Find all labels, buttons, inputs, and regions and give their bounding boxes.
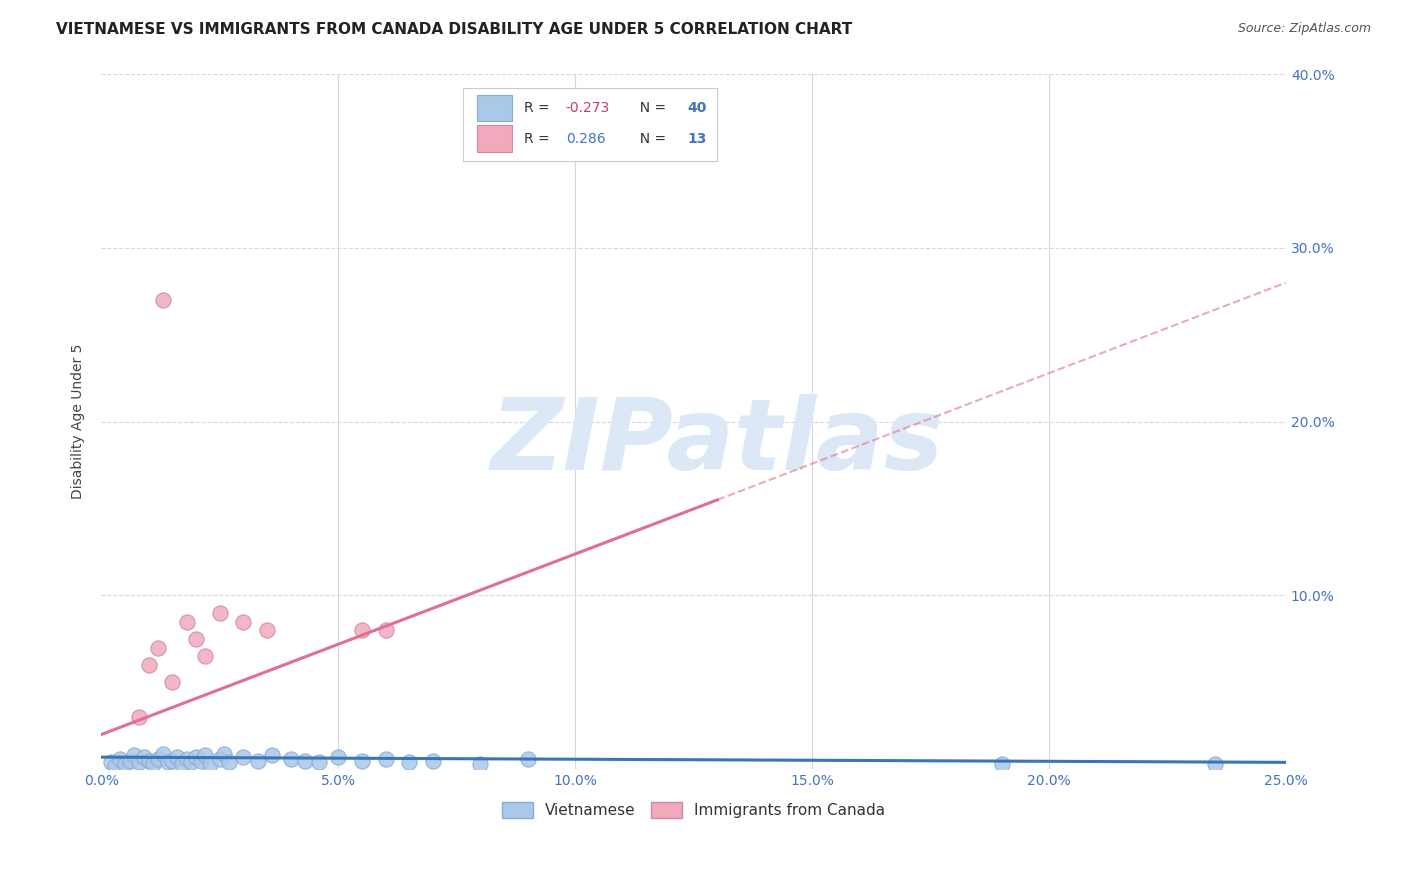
Point: [990, 757, 1012, 772]
Point: [200, 757, 222, 772]
Text: R =: R =: [524, 101, 554, 115]
Point: [208, 752, 231, 766]
Point: [190, 754, 212, 768]
Point: [128, 756, 150, 770]
Text: R =: R =: [524, 132, 554, 145]
Point: [128, 710, 150, 724]
Point: [118, 754, 141, 768]
Text: VIETNAMESE VS IMMIGRANTS FROM CANADA DISABILITY AGE UNDER 5 CORRELATION CHART: VIETNAMESE VS IMMIGRANTS FROM CANADA DIS…: [56, 22, 852, 37]
Point: [308, 756, 330, 770]
Point: [232, 750, 254, 764]
Point: [214, 747, 236, 761]
Point: [246, 754, 269, 768]
Point: [162, 675, 184, 690]
Bar: [477, 126, 512, 152]
Point: [142, 757, 165, 772]
Point: [124, 748, 146, 763]
Point: [184, 632, 207, 646]
Point: [328, 750, 350, 764]
Point: [132, 750, 155, 764]
Y-axis label: Disability Age Under 5: Disability Age Under 5: [72, 344, 86, 500]
Point: [152, 293, 174, 307]
Point: [260, 748, 283, 763]
Point: [162, 754, 184, 768]
FancyBboxPatch shape: [463, 88, 717, 161]
Point: [280, 752, 302, 766]
Text: 40: 40: [688, 101, 707, 115]
Point: [114, 757, 136, 772]
Text: N =: N =: [631, 132, 671, 145]
Point: [100, 756, 122, 770]
Point: [350, 754, 373, 768]
Point: [374, 752, 396, 766]
Legend: Vietnamese, Immigrants from Canada: Vietnamese, Immigrants from Canada: [496, 796, 891, 824]
Text: ZIPatlas: ZIPatlas: [491, 394, 943, 491]
Point: [138, 658, 160, 673]
Point: [176, 615, 198, 629]
Point: [1204, 757, 1226, 772]
Text: -0.273: -0.273: [565, 101, 610, 115]
Text: 0.286: 0.286: [565, 132, 606, 145]
Point: [170, 757, 193, 772]
Point: [156, 756, 179, 770]
Point: [152, 747, 174, 761]
Point: [176, 752, 198, 766]
Text: N =: N =: [631, 101, 671, 115]
Point: [208, 606, 231, 620]
Point: [218, 756, 240, 770]
Point: [470, 757, 492, 772]
Bar: [477, 95, 512, 121]
Point: [374, 624, 396, 638]
Point: [294, 754, 316, 768]
Point: [398, 756, 420, 770]
Point: [194, 649, 217, 664]
Point: [104, 759, 127, 773]
Point: [146, 752, 169, 766]
Point: [166, 750, 188, 764]
Point: [422, 754, 444, 768]
Point: [194, 748, 217, 763]
Point: [146, 640, 169, 655]
Point: [184, 750, 207, 764]
Point: [350, 624, 373, 638]
Point: [138, 754, 160, 768]
Point: [256, 624, 278, 638]
Text: Source: ZipAtlas.com: Source: ZipAtlas.com: [1237, 22, 1371, 36]
Text: 13: 13: [688, 132, 707, 145]
Point: [108, 752, 131, 766]
Point: [232, 615, 254, 629]
Point: [180, 756, 202, 770]
Point: [516, 752, 538, 766]
